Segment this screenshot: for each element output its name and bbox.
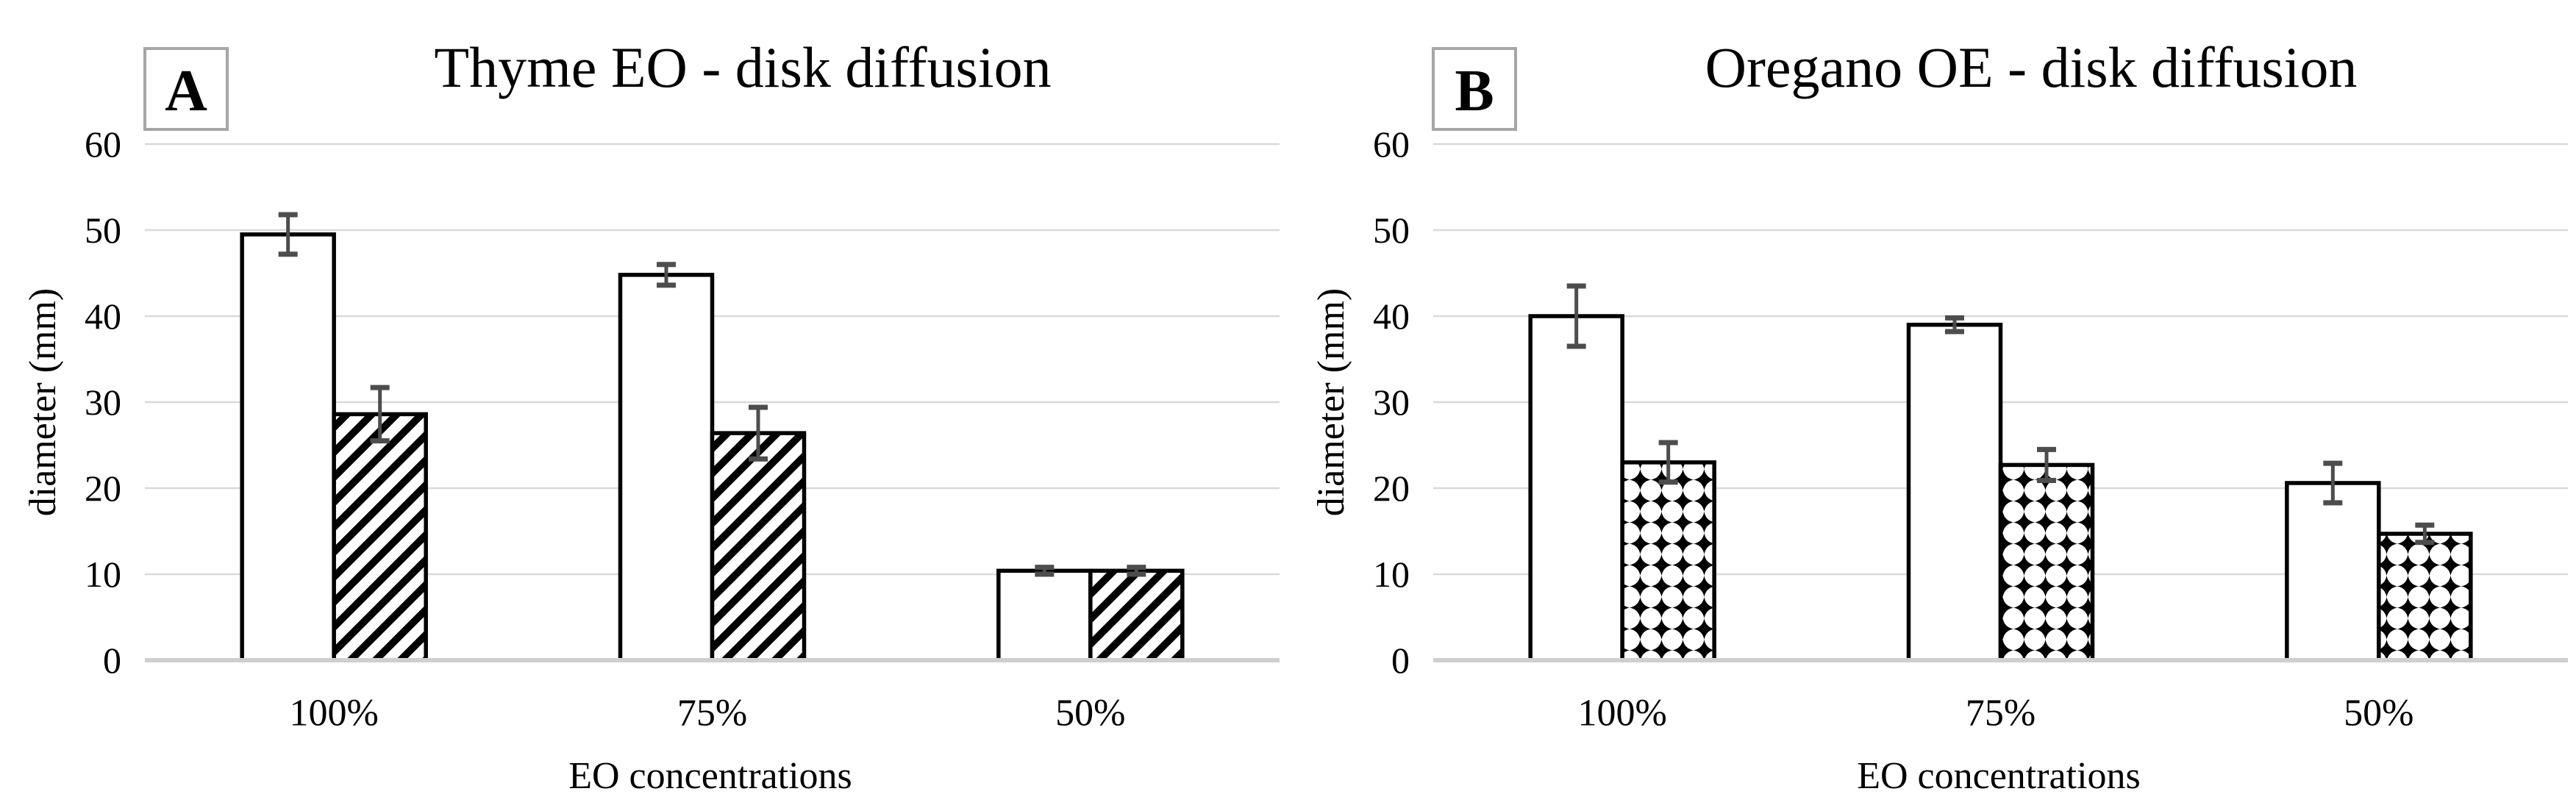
y-tick-label-40: 40: [1373, 296, 1410, 337]
bar-diamond-bars-100%: [1620, 460, 1716, 662]
y-tick-label-30: 30: [85, 382, 121, 423]
category-label-75%: 75%: [1966, 693, 2036, 734]
y-tick-label-10: 10: [1373, 554, 1410, 595]
chart-panel-a: 0 10 20 30 40 50 60 100% 75% 50% A Thyme EO - dis…: [22, 35, 1280, 797]
y-tick-label-0: 0: [1391, 640, 1410, 681]
bar-plain-white-bars-100%: [1528, 314, 1624, 662]
bar-plain-white-bars-50%: [996, 568, 1093, 662]
bar-hatched-bars-100%: [332, 412, 428, 662]
y-tick-label-50: 50: [1373, 210, 1410, 251]
y-tick-label-0: 0: [103, 640, 121, 681]
plot-area-b: 0 10 20 30 40 50 60 100% 75% 50%: [1373, 124, 2568, 734]
panel-letter-box: [1432, 47, 1517, 131]
category-label-75%: 75%: [677, 693, 747, 734]
y-tick-label-20: 20: [85, 468, 121, 509]
category-label-50%: 50%: [2344, 693, 2413, 734]
x-axis-title-b: EO concentrations: [1857, 755, 2141, 797]
category-label-50%: 50%: [1055, 693, 1125, 734]
y-tick-label-30: 30: [1373, 382, 1410, 423]
panel-letter-b: B: [1455, 59, 1494, 124]
category-label-100%: 100%: [290, 693, 379, 734]
y-tick-label-20: 20: [1373, 468, 1410, 509]
bar-diamond-bars-50%: [2377, 532, 2473, 662]
category-label-100%: 100%: [1578, 693, 1667, 734]
y-tick-label-60: 60: [1373, 124, 1410, 165]
x-axis-title-a: EO concentrations: [568, 755, 852, 797]
bar-plain-white-bars-75%: [618, 273, 715, 662]
y-tick-label-50: 50: [85, 210, 121, 251]
y-tick-label-60: 60: [85, 124, 121, 165]
bar-hatched-bars-75%: [710, 431, 807, 662]
y-tick-label-10: 10: [85, 554, 121, 595]
chart-panel-b: 0 10 20 30 40 50 60 100% 75% 50% B Oregano OE - d…: [1288, 0, 2576, 808]
y-tick-label-40: 40: [85, 296, 121, 337]
chart-title-b: Oregano OE - disk diffusion: [1705, 35, 2358, 99]
bar-plain-white-bars-100%: [240, 232, 336, 662]
plot-area-a: 0 10 20 30 40 50 60 100% 75% 50%: [85, 124, 1280, 734]
panel-letter-a: A: [165, 59, 207, 124]
panel-letter-box: [143, 47, 229, 131]
bar-hatched-bars-50%: [1088, 568, 1185, 662]
bar-plain-white-bars-75%: [1906, 322, 2003, 662]
bar-diamond-bars-75%: [1998, 462, 2095, 662]
y-axis-title-a: diameter (mm): [22, 288, 64, 516]
y-axis-title-b: diameter (mm): [1310, 288, 1352, 516]
chart-title-a: Thyme EO - disk diffusion: [434, 35, 1051, 99]
bar-plain-white-bars-50%: [2285, 481, 2381, 662]
